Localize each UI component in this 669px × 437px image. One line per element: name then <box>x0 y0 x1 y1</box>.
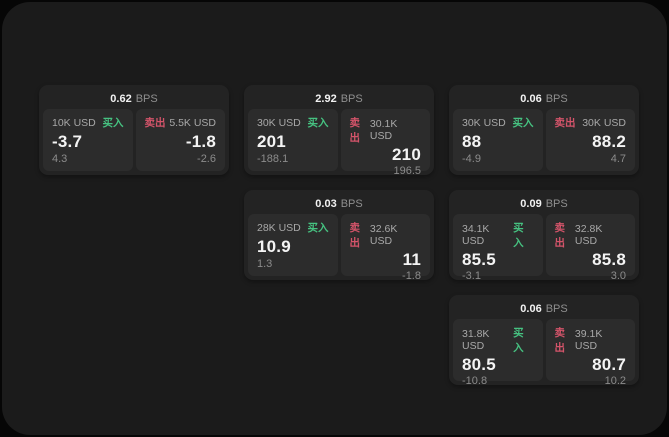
sell-price: 80.7 <box>592 355 626 374</box>
sell-quote-tile[interactable]: 卖出 39.1K USD 80.7 10.2 <box>545 319 635 387</box>
quote-card: 2.92 BPS 30K USD 买入 201 -188.1 卖出 30.1K … <box>244 85 434 177</box>
buy-side-label: 买入 <box>307 222 329 234</box>
sell-side-label: 卖出 <box>144 117 166 129</box>
sell-delta: 4.7 <box>610 153 626 165</box>
buy-price: -3.7 <box>52 131 83 151</box>
sell-side-label: 卖出 <box>554 327 566 354</box>
sell-quote-tile[interactable]: 卖出 30.1K USD 210 196.5 <box>340 109 430 177</box>
buy-delta: -4.9 <box>462 153 481 165</box>
buy-quote-tile[interactable]: 34.1K USD 买入 85.5 -3.1 <box>453 214 543 282</box>
buy-price: 88 <box>462 131 482 151</box>
sell-notional: 39.1K USD <box>574 328 603 352</box>
bps-value: 0.06 <box>520 93 542 105</box>
buy-notional: 10K USD <box>52 116 96 129</box>
sell-notional: 30K USD <box>582 116 626 129</box>
bps-unit-label: BPS <box>545 93 568 105</box>
sell-notional: 32.8K USD <box>574 223 603 247</box>
bps-unit-label: BPS <box>545 198 568 210</box>
bps-spread-header: 0.62 BPS <box>43 89 225 109</box>
bps-value: 0.62 <box>110 93 132 105</box>
quote-card: 0.06 BPS 31.8K USD 买入 80.5 -10.8 卖出 39.1… <box>449 295 639 387</box>
bps-value: 0.03 <box>315 198 337 210</box>
sell-quote-tile[interactable]: 卖出 30K USD 88.2 4.7 <box>545 109 635 171</box>
bps-spread-header: 2.92 BPS <box>248 89 430 109</box>
bps-unit-label: BPS <box>340 198 363 210</box>
sell-price: 88.2 <box>592 131 626 151</box>
buy-side-label: 买入 <box>513 327 524 354</box>
sell-delta: -1.8 <box>402 270 421 282</box>
sell-delta: -2.6 <box>197 153 216 165</box>
sell-notional: 30.1K USD <box>369 118 398 142</box>
buy-notional: 28K USD <box>257 221 301 234</box>
buy-quote-tile[interactable]: 31.8K USD 买入 80.5 -10.8 <box>453 319 543 387</box>
bps-unit-label: BPS <box>340 93 363 105</box>
sell-price: 85.8 <box>592 250 626 269</box>
sell-notional: 32.6K USD <box>369 223 398 247</box>
buy-price: 10.9 <box>257 236 291 256</box>
quote-card: 0.62 BPS 10K USD 买入 -3.7 4.3 卖出 5.5K USD <box>39 85 229 175</box>
quote-card: 0.09 BPS 34.1K USD 买入 85.5 -3.1 卖出 32.8K… <box>449 190 639 282</box>
sell-delta: 3.0 <box>610 270 626 282</box>
bps-value: 0.06 <box>520 303 542 315</box>
buy-side-label: 买入 <box>512 117 534 129</box>
quote-card: 0.03 BPS 28K USD 买入 10.9 1.3 卖出 32.6K US… <box>244 190 434 282</box>
buy-price: 80.5 <box>462 355 496 374</box>
buy-quote-tile[interactable]: 28K USD 买入 10.9 1.3 <box>248 214 338 276</box>
buy-quote-tile[interactable]: 30K USD 买入 201 -188.1 <box>248 109 338 171</box>
bps-value: 0.09 <box>520 198 542 210</box>
bps-unit-label: BPS <box>545 303 568 315</box>
bps-spread-header: 0.06 BPS <box>453 299 635 319</box>
buy-price: 201 <box>257 131 286 151</box>
quote-card: 0.06 BPS 30K USD 买入 88 -4.9 卖出 30K USD <box>449 85 639 175</box>
buy-side-label: 买入 <box>307 117 329 129</box>
bps-spread-header: 0.09 BPS <box>453 194 635 214</box>
buy-delta: -3.1 <box>462 270 481 282</box>
sell-notional: 5.5K USD <box>169 116 216 129</box>
bps-value: 2.92 <box>315 93 337 105</box>
sell-quote-tile[interactable]: 卖出 32.8K USD 85.8 3.0 <box>545 214 635 282</box>
sell-delta: 196.5 <box>393 165 421 177</box>
sell-side-label: 卖出 <box>554 222 566 249</box>
sell-side-label: 卖出 <box>349 222 361 249</box>
buy-notional: 30K USD <box>257 116 301 129</box>
bps-unit-label: BPS <box>135 93 158 105</box>
buy-side-label: 买入 <box>513 222 524 249</box>
buy-delta: 4.3 <box>52 153 68 165</box>
buy-price: 85.5 <box>462 250 496 269</box>
buy-delta: 1.3 <box>257 258 273 270</box>
sell-quote-tile[interactable]: 卖出 32.6K USD 11 -1.8 <box>340 214 430 282</box>
buy-quote-tile[interactable]: 10K USD 买入 -3.7 4.3 <box>43 109 133 171</box>
bps-spread-header: 0.06 BPS <box>453 89 635 109</box>
buy-notional: 34.1K USD <box>462 223 490 247</box>
buy-notional: 30K USD <box>462 116 506 129</box>
sell-delta: 10.2 <box>604 375 626 387</box>
sell-side-label: 卖出 <box>554 117 576 129</box>
buy-notional: 31.8K USD <box>462 328 490 352</box>
sell-quote-tile[interactable]: 卖出 5.5K USD -1.8 -2.6 <box>135 109 225 171</box>
bps-spread-header: 0.03 BPS <box>248 194 430 214</box>
sell-side-label: 卖出 <box>349 117 361 144</box>
quote-cards-grid: 0.62 BPS 10K USD 买入 -3.7 4.3 卖出 5.5K USD <box>39 85 639 387</box>
sell-price: -1.8 <box>185 131 216 151</box>
sell-price: 210 <box>392 145 421 164</box>
buy-side-label: 买入 <box>102 117 124 129</box>
buy-delta: -10.8 <box>462 375 488 387</box>
sell-price: 11 <box>402 250 421 269</box>
buy-delta: -188.1 <box>257 153 289 165</box>
buy-quote-tile[interactable]: 30K USD 买入 88 -4.9 <box>453 109 543 171</box>
